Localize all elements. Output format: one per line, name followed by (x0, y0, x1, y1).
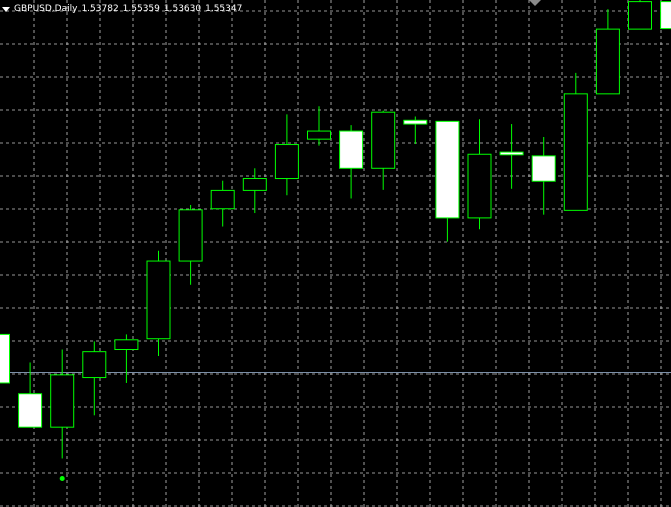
candle-body-bullish (595, 28, 620, 95)
candle-body-bullish (210, 189, 235, 210)
chart-info-header: GBPUSD,Daily 1.53782 1.55359 1.53630 1.5… (0, 0, 246, 18)
close-value: 1.55347 (205, 4, 243, 14)
candle (595, 9, 620, 95)
candle (531, 136, 556, 215)
candles (0, 0, 671, 459)
candle-body-bearish (531, 155, 556, 182)
candle-body-bullish (178, 209, 203, 262)
candle (371, 110, 396, 190)
low-point-marker (59, 475, 65, 481)
candle (82, 341, 107, 416)
candle-body-bullish (371, 111, 396, 169)
candle-body-bullish (274, 144, 299, 180)
candle (628, 0, 652, 30)
candle (242, 168, 267, 214)
chart-shift-marker-icon[interactable] (529, 0, 541, 6)
candle (403, 116, 428, 145)
symbol-timeframe-label: GBPUSD,Daily (14, 4, 78, 14)
candle-body-bearish (18, 393, 43, 428)
candle (146, 250, 171, 356)
candle (0, 333, 10, 384)
candle (563, 72, 588, 211)
candle-body-bullish (146, 260, 171, 340)
candle (114, 334, 139, 383)
candle (178, 204, 203, 285)
open-value: 1.53782 (81, 4, 119, 14)
candle (50, 349, 75, 459)
candle (274, 114, 299, 196)
candle-body-bearish (339, 130, 364, 169)
candle (435, 120, 460, 242)
low-value: 1.53630 (163, 4, 202, 14)
candle (210, 180, 235, 227)
candle-body-bullish (242, 178, 267, 191)
candle-body-bullish (82, 351, 107, 379)
candle-body-bullish (50, 374, 75, 428)
candle (307, 106, 331, 146)
candle-body-bearish (660, 1, 671, 30)
candle (499, 124, 524, 189)
high-value: 1.55359 (122, 4, 160, 14)
candle-body-bullish (467, 153, 492, 219)
candle-body-bullish (114, 339, 139, 351)
candle-body-bearish (435, 120, 460, 219)
candle (339, 125, 364, 199)
candle (660, 1, 671, 30)
candle-body-bearish (403, 119, 428, 125)
candle (18, 362, 43, 428)
candle-body-bearish (0, 333, 10, 384)
candle-body-bullish (563, 93, 588, 211)
collapse-arrow-icon[interactable] (2, 6, 10, 12)
candle (467, 119, 492, 230)
candle-body-bullish (628, 1, 652, 30)
candle-body-bullish (307, 130, 331, 140)
candle-body-bearish (499, 151, 524, 156)
